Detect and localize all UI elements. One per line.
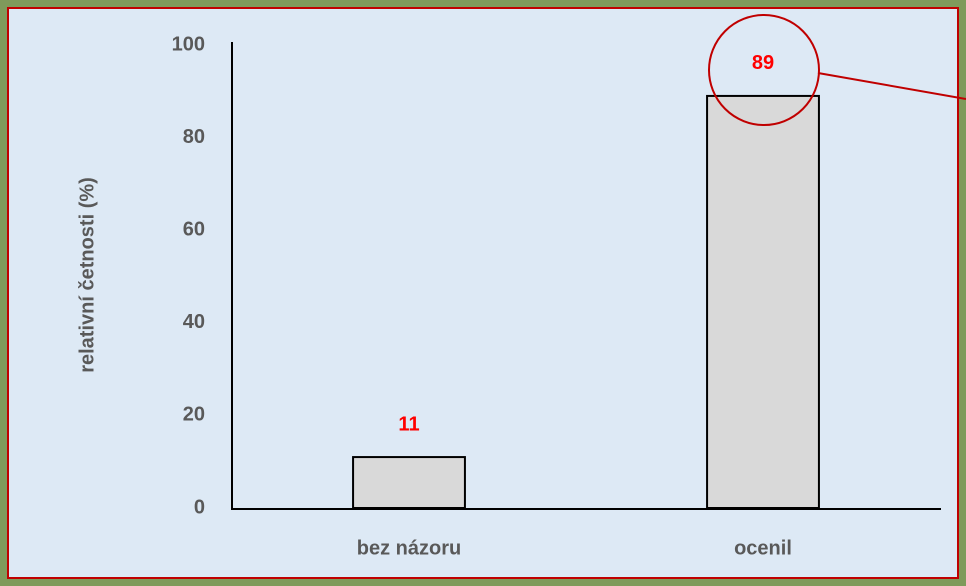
y-tick-label: 0 bbox=[194, 496, 205, 518]
x-tick-label: ocenil bbox=[734, 537, 792, 559]
y-axis-label: relativní četnosti (%) bbox=[76, 177, 98, 373]
data-label: 11 bbox=[398, 413, 419, 435]
y-tick-label: 100 bbox=[172, 33, 205, 55]
y-tick-label: 80 bbox=[183, 126, 205, 148]
y-tick-label: 40 bbox=[183, 311, 205, 333]
data-label: 89 bbox=[752, 52, 774, 74]
bar bbox=[352, 456, 466, 510]
bar bbox=[706, 94, 820, 510]
pointer-line bbox=[817, 72, 966, 100]
highlight-circle bbox=[708, 14, 820, 126]
x-tick-label: bez názoru bbox=[357, 537, 461, 559]
y-tick-label: 60 bbox=[183, 218, 205, 240]
y-tick-label: 20 bbox=[183, 404, 205, 426]
